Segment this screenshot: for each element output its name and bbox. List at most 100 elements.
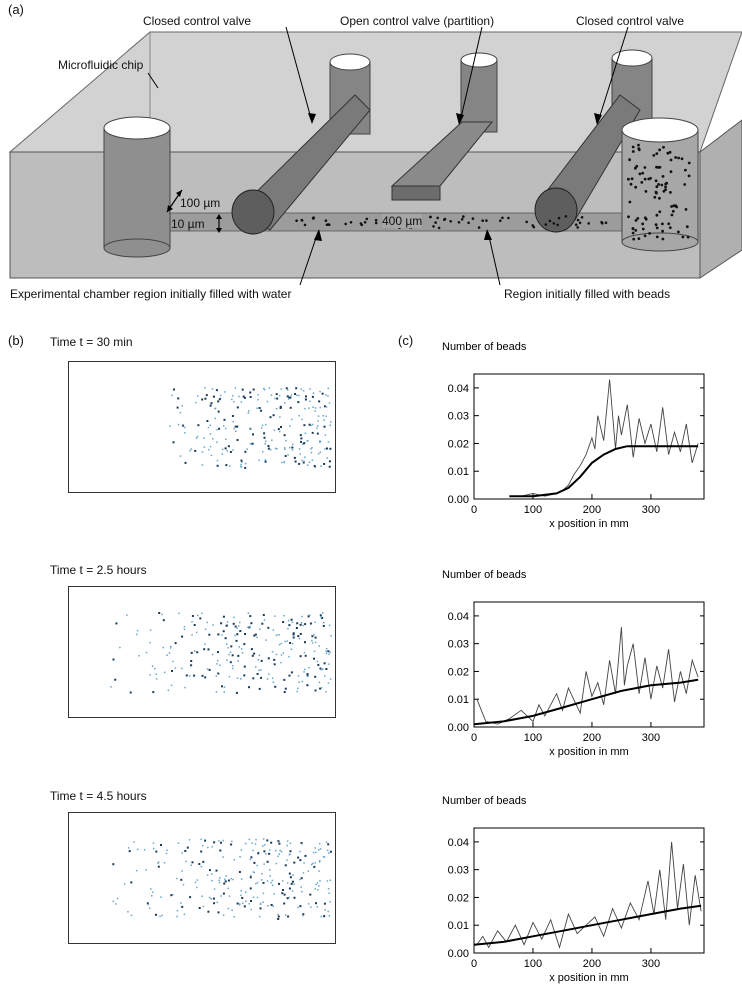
- bead-dot: [302, 914, 304, 917]
- bead-dot: [201, 895, 203, 897]
- bead-dot: [282, 889, 284, 891]
- bead-dot: [262, 838, 265, 840]
- bead-dot: [667, 222, 671, 226]
- plot-4-5h: Number of beads 0.00 0.01 0.02 0.03 0.04 0 100 2…: [442, 795, 705, 984]
- bead-dot: [294, 460, 297, 463]
- bead-dot: [286, 859, 288, 861]
- bead-dot: [263, 388, 266, 391]
- bead-dot: [241, 897, 244, 899]
- bead-dot: [208, 633, 211, 636]
- y-tick-label: 0.02: [448, 438, 469, 450]
- snapshot-time-label: Time t = 2.5 hours: [50, 563, 147, 577]
- bead-dot: [215, 869, 218, 872]
- bead-dot: [637, 143, 640, 147]
- bead-dot: [126, 614, 128, 616]
- bead-dot: [314, 466, 317, 469]
- bead-dot: [232, 449, 234, 451]
- bead-dot: [604, 221, 608, 224]
- bead-dot: [238, 871, 241, 873]
- bead-dot: [253, 634, 256, 637]
- bead-dot: [252, 849, 254, 852]
- bead-dot: [233, 859, 236, 861]
- bead-dot: [112, 863, 115, 866]
- bead-dot: [249, 876, 252, 879]
- bead-dot: [652, 154, 656, 157]
- bead-dot: [301, 843, 303, 845]
- bead-dot: [180, 878, 183, 881]
- bead-dot: [216, 441, 218, 443]
- bead-dot: [326, 849, 329, 852]
- bead-dot: [292, 874, 294, 876]
- bead-dot: [261, 622, 264, 625]
- bead-dot: [283, 691, 286, 693]
- bead-dot: [170, 894, 173, 897]
- bead-dot: [278, 882, 280, 885]
- bead-dot: [225, 438, 227, 440]
- bead-dot: [249, 396, 252, 398]
- bead-dot: [658, 210, 662, 214]
- bead-dot: [222, 630, 225, 633]
- bead-dot: [255, 666, 257, 668]
- bead-dot: [293, 456, 296, 459]
- bead-dot: [277, 918, 280, 920]
- snapshot-time-label: Time t = 4.5 hours: [50, 789, 147, 803]
- bead-dot: [304, 654, 307, 657]
- bead-dot: [204, 397, 207, 400]
- bead-dot: [248, 626, 251, 629]
- bead-dot: [189, 450, 191, 452]
- bead-dot: [681, 235, 685, 239]
- bead-dot: [233, 427, 235, 430]
- bead-dot: [294, 393, 296, 395]
- bead-dot: [326, 457, 328, 459]
- bead-dot: [211, 388, 214, 390]
- bead-dot: [250, 622, 253, 625]
- label-dim-100: 100 µm: [180, 196, 221, 210]
- bead-dot: [240, 889, 242, 892]
- x-tick-label: 0: [471, 958, 477, 970]
- bead-dot: [239, 621, 241, 624]
- bead-dot: [457, 221, 461, 224]
- bead-dot: [238, 646, 240, 648]
- bead-dot: [329, 678, 332, 680]
- bead-dot: [310, 863, 313, 866]
- bead-dot: [315, 883, 317, 886]
- bead-dot: [328, 663, 330, 665]
- bead-dot: [207, 426, 210, 429]
- bead-dot: [325, 652, 328, 655]
- bead-dot: [194, 449, 197, 452]
- bead-dot: [308, 614, 311, 616]
- bead-dot: [290, 882, 293, 885]
- bead-dot: [228, 675, 231, 678]
- bead-dot: [302, 624, 304, 627]
- bead-dot: [669, 170, 673, 174]
- bead-dot: [327, 441, 330, 443]
- bead-dot: [266, 860, 269, 863]
- bead-dot: [276, 634, 278, 636]
- bead-dot: [149, 907, 151, 909]
- bead-dot: [643, 177, 647, 181]
- label-chip: Microfluidic chip: [58, 58, 144, 72]
- bead-dot: [262, 881, 265, 884]
- bead-dot: [303, 651, 306, 654]
- bead-dot: [256, 407, 258, 409]
- bead-dot: [130, 881, 133, 884]
- bead-dot: [318, 645, 320, 647]
- bead-histogram-line: [509, 379, 699, 497]
- bead-dot: [318, 849, 320, 851]
- bead-dot: [256, 881, 259, 884]
- bead-dot: [242, 395, 245, 398]
- bead-dot: [318, 681, 321, 684]
- bead-dot: [443, 218, 446, 221]
- bead-dot: [247, 626, 249, 629]
- bead-dot: [244, 891, 247, 893]
- bead-dot: [206, 668, 209, 670]
- bead-dot: [271, 439, 273, 441]
- bead-snapshot-4-5h: [112, 838, 332, 920]
- bead-dot: [684, 208, 688, 211]
- x-axis-label: x position in mm: [549, 746, 628, 758]
- bead-dot: [317, 415, 320, 417]
- bead-dot: [236, 406, 239, 409]
- bead-dot: [259, 907, 262, 910]
- bead-dot: [169, 647, 172, 649]
- bead-dot: [188, 839, 191, 841]
